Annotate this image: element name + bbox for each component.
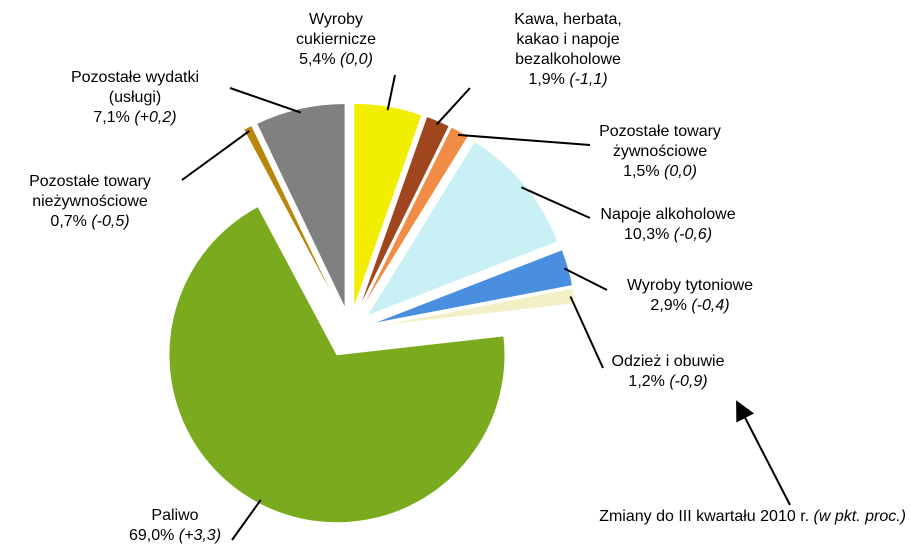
change-label: (0,0) — [664, 163, 697, 180]
value-label: 0,7% — [50, 213, 87, 230]
leader-line — [569, 296, 604, 369]
change-label: (-1,1) — [569, 71, 608, 88]
change-label: (-0,6) — [673, 226, 713, 243]
category-label: Paliwo — [151, 507, 199, 524]
pie-slice — [365, 140, 559, 317]
change-label: (-0,5) — [91, 213, 130, 230]
category-label: Kawa, herbata, kakao i napoje bezalkohol… — [514, 11, 622, 68]
slice-label: Paliwo 69,0% (+3,3) — [55, 506, 295, 546]
slice-label: Wyroby cukiernicze 5,4% (0,0) — [216, 10, 456, 70]
leader-line — [435, 87, 471, 126]
pie-slice — [371, 287, 576, 328]
category-label: Wyroby tytoniowe — [626, 277, 754, 294]
pie-slice — [370, 249, 574, 325]
category-label: Pozostałe towary nieżywnościowe — [29, 173, 151, 210]
value-label: 1,5% — [623, 163, 660, 180]
leader-line — [229, 87, 301, 114]
leader-line — [563, 267, 608, 291]
slice-label: Pozostałe wydatki (usługi) 7,1% (+0,2) — [15, 68, 255, 128]
leader-line — [231, 499, 262, 541]
slice-label: Pozostałe towary żywnościowe 1,5% (0,0) — [540, 122, 780, 182]
pie-slice — [358, 115, 450, 310]
leader-line — [386, 74, 396, 111]
pie-slice — [242, 124, 341, 311]
category-label: Napoje alkoholowe — [600, 206, 736, 223]
annotation-text: Zmiany do III kwartału 2010 r. — [599, 508, 810, 525]
annotation-arrow — [736, 400, 791, 506]
annotation-note: (w pkt. proc.) — [813, 508, 906, 525]
value-label: 1,9% — [528, 71, 565, 88]
category-label: Wyroby cukiernicze — [295, 11, 377, 48]
value-label: 69,0% — [128, 527, 175, 544]
change-label: (-0,9) — [669, 373, 708, 390]
leader-line — [181, 130, 250, 181]
category-label: Odzież i obuwie — [611, 353, 725, 370]
slice-label: Kawa, herbata, kakao i napoje bezalkohol… — [448, 10, 688, 90]
slice-label: Wyroby tytoniowe 2,9% (-0,4) — [570, 276, 810, 316]
category-label: Pozostałe wydatki (usługi) — [70, 69, 200, 106]
value-label: 2,9% — [650, 297, 687, 314]
change-label: (-0,4) — [691, 297, 730, 314]
category-label: Pozostałe towary żywnościowe — [599, 123, 721, 160]
annotation: Zmiany do III kwartału 2010 r. (w pkt. p… — [599, 508, 906, 526]
value-label: 7,1% — [93, 109, 130, 126]
value-label: 5,4% — [299, 51, 336, 68]
slice-label: Napoje alkoholowe 10,3% (-0,6) — [548, 205, 788, 245]
leader-line — [520, 186, 591, 219]
change-label: (+0,2) — [134, 109, 177, 126]
change-label: (0,0) — [340, 51, 373, 68]
change-label: (+3,3) — [178, 527, 222, 544]
value-label: 10,3% — [623, 226, 670, 243]
pie-slice — [256, 103, 346, 309]
slice-label: Odzież i obuwie 1,2% (-0,9) — [548, 352, 788, 392]
leader-line — [457, 133, 591, 146]
slice-label: Pozostałe towary nieżywnościowe 0,7% (-0… — [0, 172, 210, 232]
value-label: 1,2% — [628, 373, 665, 390]
